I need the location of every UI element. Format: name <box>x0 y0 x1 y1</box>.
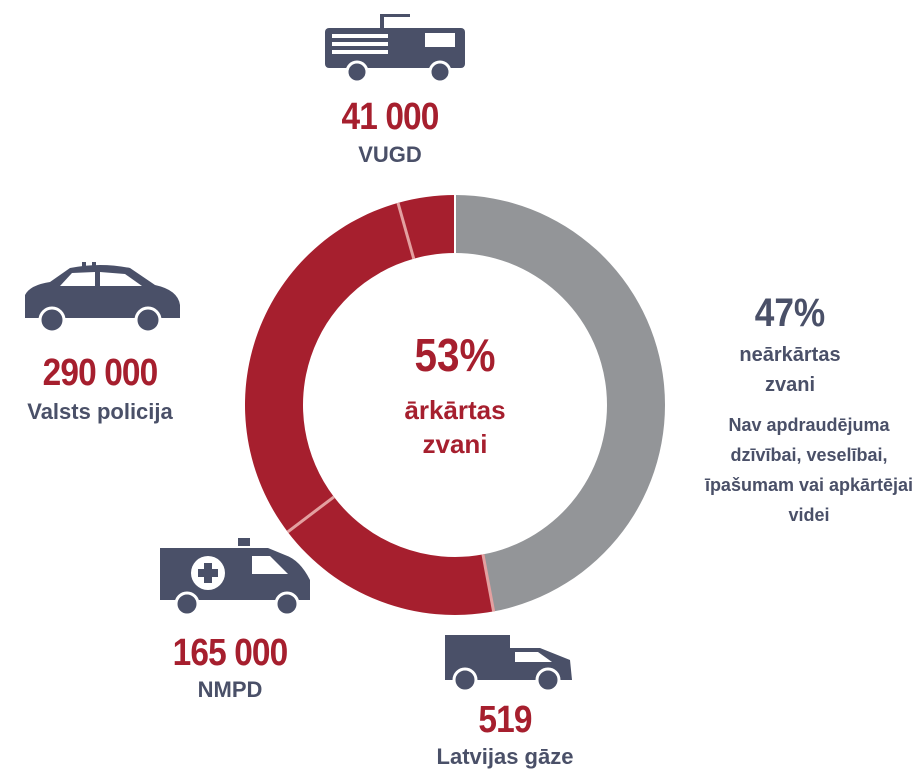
value-label: 519 <box>478 699 532 741</box>
segment <box>397 195 455 259</box>
icon-gas-truck <box>445 635 572 693</box>
group-value: 47% <box>754 291 826 335</box>
segment <box>455 195 666 612</box>
center-label: ārkārtas zvani <box>404 395 506 459</box>
value-label: 290 000 <box>42 352 159 394</box>
group-label: neārkārtas zvani <box>739 344 841 396</box>
category-label: Valsts policija <box>27 399 173 424</box>
separator <box>286 495 335 534</box>
separator <box>481 554 496 612</box>
separator <box>396 202 416 260</box>
category-label: VUGD <box>358 142 422 167</box>
category-label: NMPD <box>197 677 263 702</box>
group-note: Nav apdraudējuma dzīvībai, veselībai, īp… <box>704 415 914 525</box>
icon-ambulance <box>160 538 310 617</box>
value-label: 41 000 <box>341 96 439 138</box>
icon-police-car <box>25 262 180 334</box>
segment <box>245 202 414 532</box>
category-label: Latvijas gāze <box>436 744 574 769</box>
segment <box>287 496 494 615</box>
icon-fire-truck <box>325 14 465 84</box>
center-value: 53% <box>414 329 496 381</box>
value-label: 165 000 <box>172 632 289 674</box>
